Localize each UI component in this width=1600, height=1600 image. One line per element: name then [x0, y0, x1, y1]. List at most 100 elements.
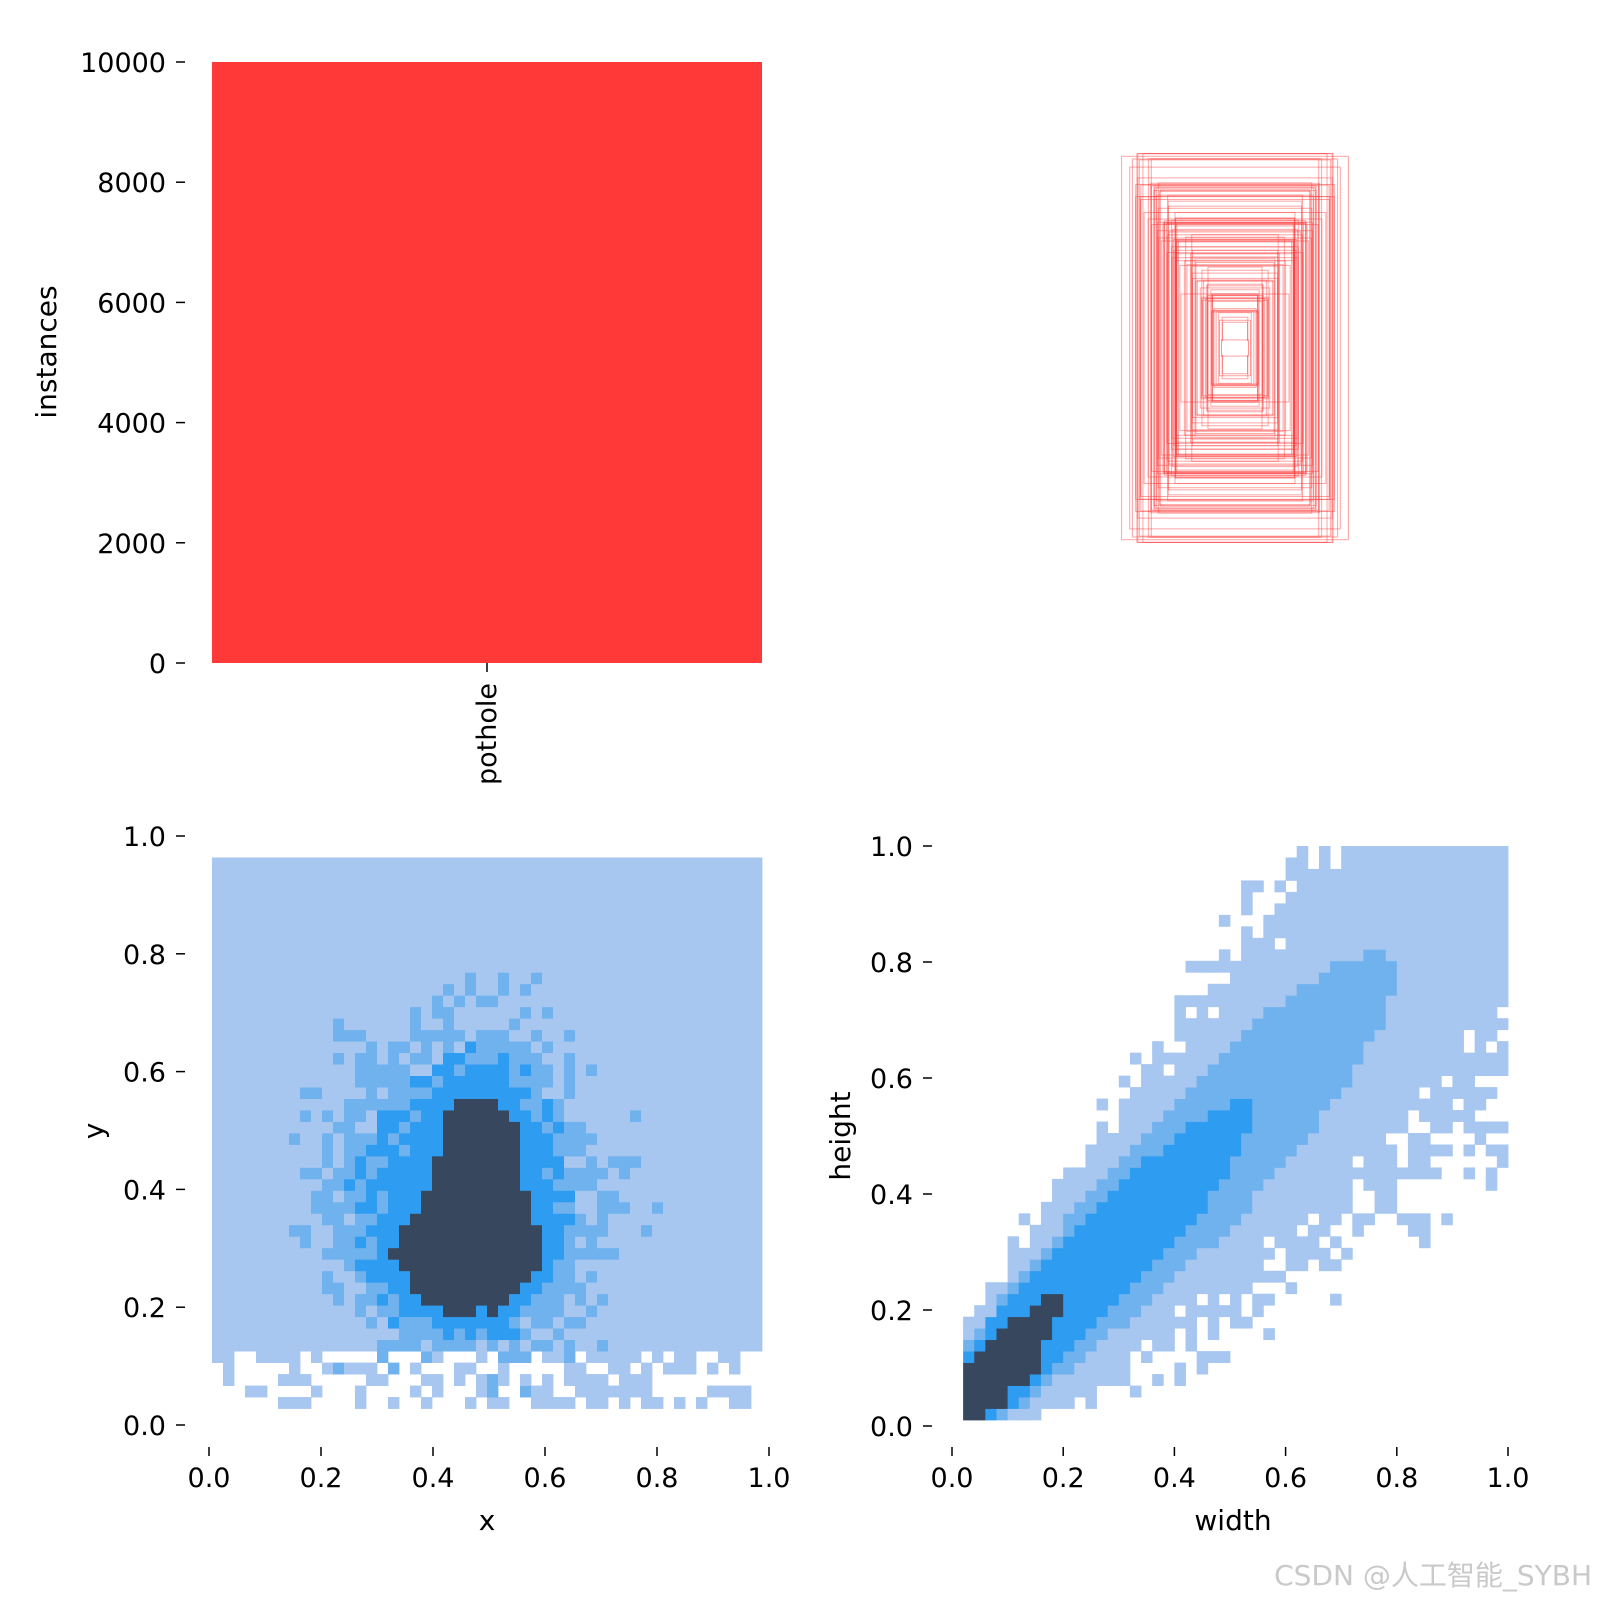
histogram-cell: [1040, 1328, 1053, 1341]
histogram-cell: [1474, 926, 1487, 939]
histogram-cell: [476, 1110, 488, 1122]
histogram-cell: [1374, 995, 1387, 1008]
histogram-cell: [1396, 1098, 1409, 1111]
histogram-cell: [751, 1293, 763, 1306]
histogram-cell: [564, 1201, 576, 1214]
histogram-cell: [289, 972, 301, 985]
bounding-box: [1221, 339, 1249, 357]
histogram-cell: [1307, 903, 1320, 916]
histogram-cell: [344, 1270, 356, 1283]
histogram-cell: [289, 1316, 301, 1329]
histogram-cell: [575, 868, 587, 881]
histogram-cell: [707, 1110, 719, 1122]
histogram-cell: [377, 1282, 389, 1295]
histogram-cell: [1152, 1110, 1164, 1122]
histogram-cell: [1052, 1351, 1064, 1363]
histogram-cell: [333, 983, 345, 996]
histogram-cell: [1385, 914, 1398, 927]
bounding-box: [1158, 237, 1312, 459]
histogram-cell: [443, 1328, 455, 1341]
histogram-cell: [1218, 1064, 1231, 1076]
histogram-cell: [520, 926, 532, 939]
histogram-cell: [443, 1029, 455, 1042]
histogram-cell: [465, 1270, 477, 1283]
histogram-cell: [663, 1236, 675, 1249]
histogram-cell: [311, 1385, 323, 1398]
histogram-cell: [432, 1178, 444, 1191]
histogram-cell: [212, 1110, 224, 1122]
histogram-cell: [388, 1167, 400, 1180]
histogram-cell: [322, 1121, 334, 1134]
histogram-cell: [410, 1110, 422, 1122]
histogram-cell: [1040, 1201, 1053, 1214]
histogram-cell: [1174, 1018, 1186, 1031]
histogram-cell: [542, 1247, 554, 1260]
histogram-cell: [399, 1201, 411, 1214]
histogram-cell: [278, 1305, 290, 1318]
histogram-cell: [509, 1259, 521, 1272]
histogram-cell: [630, 1270, 642, 1283]
histogram-cell: [696, 1328, 708, 1341]
histogram-cell: [1296, 1144, 1309, 1157]
histogram-cell: [278, 1018, 290, 1031]
histogram-cell: [388, 1270, 400, 1283]
histogram-cell: [1352, 949, 1364, 962]
histogram-cell: [234, 1075, 246, 1088]
histogram-cell: [663, 983, 675, 996]
histogram-cell: [410, 926, 422, 939]
histogram-cell: [597, 1293, 609, 1306]
histogram-cell: [487, 1110, 499, 1122]
histogram-cell: [1052, 1224, 1064, 1237]
histogram-cell: [1385, 1041, 1398, 1054]
histogram-cell: [245, 1029, 257, 1042]
histogram-cell: [311, 914, 323, 927]
histogram-cell: [718, 1041, 730, 1054]
histogram-cell: [1318, 1087, 1331, 1099]
histogram-cell: [454, 960, 466, 973]
histogram-cell: [586, 1041, 598, 1054]
histogram-cell: [718, 1064, 730, 1076]
histogram-cell: [586, 914, 598, 927]
histogram-cell: [553, 1006, 565, 1019]
histogram-cell: [1430, 1144, 1442, 1157]
histogram-cell: [740, 1006, 752, 1019]
histogram-cell: [674, 1339, 686, 1352]
histogram-cell: [1141, 1236, 1153, 1249]
histogram-cell: [366, 972, 378, 985]
bounding-box: [1202, 299, 1268, 397]
histogram-cell: [1496, 937, 1509, 950]
histogram-cell: [1396, 1213, 1409, 1226]
histogram-cell: [1318, 857, 1331, 870]
histogram-cell: [245, 1155, 257, 1168]
histogram-cell: [597, 1018, 609, 1031]
histogram-cell: [300, 1087, 312, 1099]
histogram-cell: [542, 1167, 554, 1180]
histogram-cell: [278, 1052, 290, 1065]
histogram-cell: [322, 1167, 334, 1180]
histogram-cell: [1107, 1259, 1120, 1272]
histogram-cell: [311, 903, 323, 916]
histogram-cell: [575, 1247, 587, 1260]
histogram-cell: [685, 1087, 697, 1099]
histogram-cell: [234, 1029, 246, 1042]
bounding-box: [1175, 225, 1295, 471]
x-tick-label: 0.0: [931, 1463, 974, 1494]
histogram-cell: [245, 1316, 257, 1329]
histogram-cell: [729, 1041, 741, 1054]
histogram-cell: [1307, 891, 1320, 904]
histogram-cell: [509, 1098, 521, 1111]
histogram-cell: [1118, 1270, 1131, 1283]
histogram-cell: [1430, 926, 1442, 939]
histogram-cell: [1496, 1064, 1509, 1076]
histogram-cell: [1285, 914, 1298, 927]
histogram-cell: [1196, 1362, 1209, 1375]
histogram-cell: [1363, 960, 1375, 973]
histogram-cell: [564, 960, 576, 973]
histogram-cell: [696, 857, 708, 870]
histogram-cell: [289, 1190, 301, 1203]
histogram-cell: [454, 972, 466, 985]
histogram-cell: [1185, 1270, 1198, 1283]
histogram-cell: [641, 1236, 653, 1249]
histogram-cell: [630, 1133, 642, 1145]
histogram-cell: [388, 1305, 400, 1318]
